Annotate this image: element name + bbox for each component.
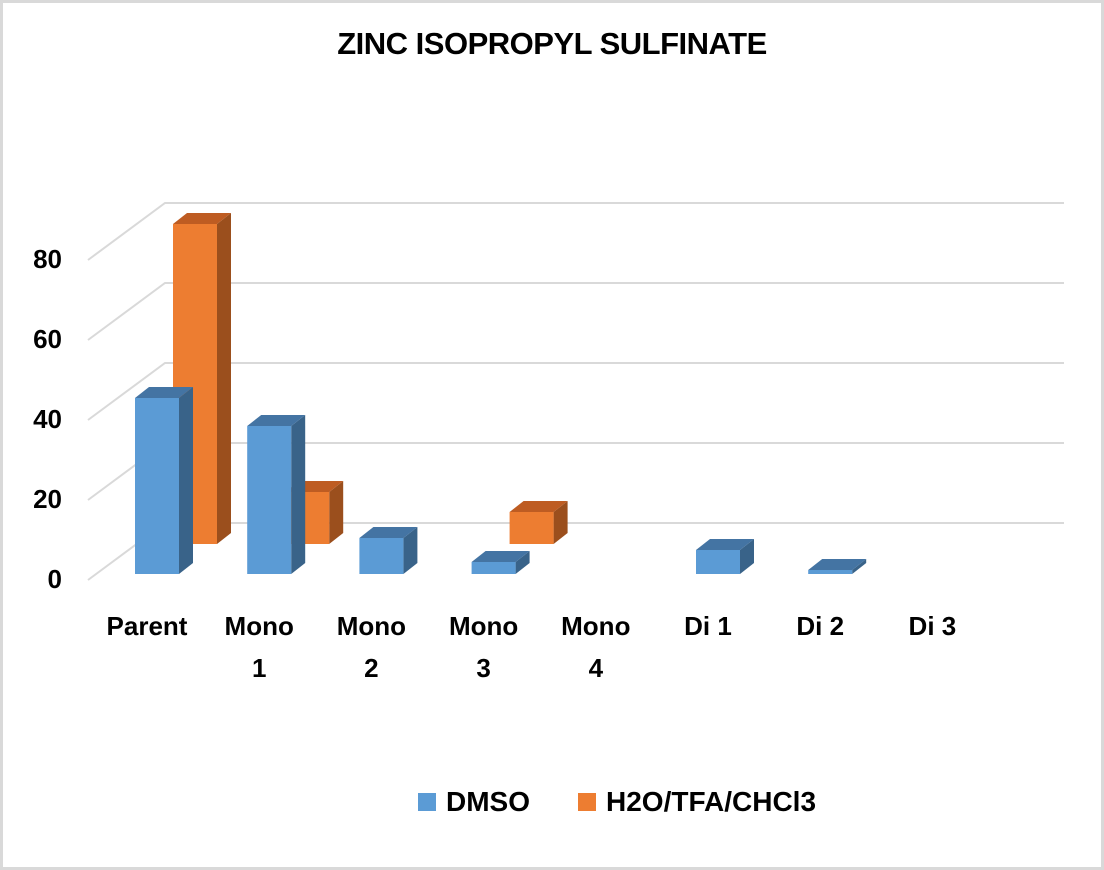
x-category-label: Parent — [106, 611, 188, 641]
gridline-20 — [87, 442, 1064, 501]
gridline-40 — [87, 362, 1064, 421]
gridline-80 — [87, 202, 1064, 261]
bar-dmso-mono-1 — [247, 415, 306, 574]
gridline-0 — [87, 522, 1064, 581]
bar-dmso-parent — [135, 387, 193, 574]
gridlines — [87, 202, 1064, 581]
legend-item-dmso[interactable]: DMSO — [418, 786, 530, 818]
legend-label-dmso: DMSO — [446, 786, 530, 817]
y-tick-label: 40 — [33, 404, 62, 434]
bar-h2o-tfa-chcl3-parent — [173, 213, 231, 544]
x-category-label: Mono 2 — [336, 611, 407, 683]
x-category-label: Di 1 — [684, 611, 732, 641]
y-tick-label: 0 — [47, 564, 62, 594]
legend-swatch-h2o-tfa-chcl3 — [578, 793, 596, 811]
x-category-label: Mono 1 — [224, 611, 294, 683]
legend-label-h2o-tfa-chcl3: H2O/TFA/CHCl3 — [606, 786, 817, 817]
x-category-label: Di 2 — [796, 611, 845, 641]
legend-item-h2o-tfa-chcl3[interactable]: H2O/TFA/CHCl3 — [578, 786, 816, 818]
x-category-label: Mono 4 — [561, 611, 631, 683]
series-dmso-bars — [135, 387, 867, 574]
x-category-label: Mono 3 — [448, 611, 519, 683]
legend: DMSO H2O/TFA/CHCl3 — [418, 786, 864, 818]
y-tick-label: 60 — [33, 324, 62, 354]
x-category-label: Di 3 — [908, 611, 957, 641]
chart-title: ZINC ISOPROPYL SULFINATE — [337, 26, 767, 61]
series-h2o-tfa-chcl3-bars — [173, 213, 568, 544]
bar-dmso-di-2 — [808, 559, 867, 574]
bar-h2o-tfa-chcl3-mono-3 — [509, 501, 568, 544]
y-tick-label: 20 — [33, 484, 62, 514]
gridline-60 — [87, 282, 1064, 341]
legend-swatch-dmso — [418, 793, 436, 811]
y-tick-label: 80 — [33, 244, 62, 274]
bar-dmso-mono-3 — [471, 551, 530, 574]
bar-dmso-mono-2 — [359, 527, 418, 574]
bar-dmso-di-1 — [696, 539, 754, 574]
